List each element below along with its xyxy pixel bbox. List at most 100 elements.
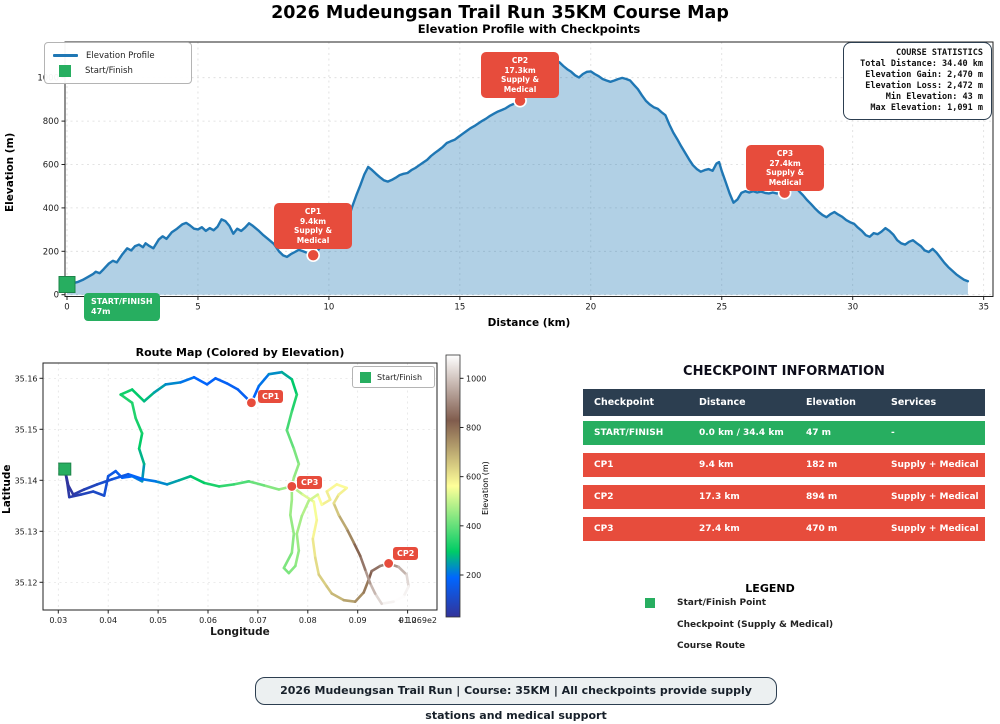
stats-line: Min Elevation: 43 m	[885, 92, 983, 102]
legend-item-checkpoint: Checkpoint (Supply & Medical)	[645, 618, 945, 632]
svg-text:0.09: 0.09	[349, 616, 367, 625]
svg-text:10: 10	[323, 303, 334, 313]
annotation-cp1: CP1 9.4km Supply & Medical	[274, 203, 352, 249]
cell-elevation: 470 m	[806, 524, 838, 534]
svg-text:35.16: 35.16	[15, 374, 38, 383]
legend-item-label: Course Route	[677, 641, 746, 651]
svg-text:5: 5	[195, 303, 200, 313]
legend-label: Start/Finish	[85, 65, 133, 76]
svg-text:400: 400	[43, 204, 59, 214]
cp-distance: 27.4km	[769, 158, 801, 168]
cp-services: Supply & Medical	[765, 168, 805, 187]
svg-text:35.15: 35.15	[15, 425, 38, 434]
cell-distance: 0.0 km / 34.4 km	[699, 428, 784, 438]
colorbar-label: Elevation (m)	[481, 461, 490, 515]
cell-services: Supply + Medical	[891, 524, 979, 534]
legend-panel-title: LEGEND	[745, 582, 795, 595]
route-xaxis-label: Longitude	[210, 626, 270, 638]
map-label-cp2: CP2	[393, 547, 419, 560]
axis-offset-text: +1.269e2	[397, 616, 437, 625]
col-header-services: Services	[891, 397, 937, 408]
stats-line: Elevation Gain: 2,470 m	[865, 70, 983, 80]
legend-entry-elevation-profile: Elevation Profile	[53, 48, 183, 63]
map-label-cp3: CP3	[297, 476, 323, 489]
stats-title: COURSE STATISTICS	[896, 48, 983, 58]
svg-text:0.05: 0.05	[149, 616, 167, 625]
stats-line: Elevation Loss: 2,472 m	[865, 81, 983, 91]
cp-services: Supply & Medical	[293, 226, 333, 245]
col-header-distance: Distance	[699, 397, 746, 408]
annotation-cp3: CP3 27.4km Supply & Medical	[746, 145, 824, 191]
legend-label: Elevation Profile	[86, 50, 155, 61]
checkpoint-table-title: CHECKPOINT INFORMATION	[683, 364, 885, 379]
svg-text:800: 800	[466, 423, 481, 432]
table-row: CP3 27.4 km 470 m Supply + Medical	[583, 517, 985, 541]
table-row: CP1 9.4 km 182 m Supply + Medical	[583, 453, 985, 477]
elevation-chart-title: Elevation Profile with Checkpoints	[417, 22, 641, 36]
start-finish-annotation: START/FINISH 47m	[84, 293, 160, 321]
table-row: CP2 17.3 km 894 m Supply + Medical	[583, 485, 985, 509]
col-header-checkpoint: Checkpoint	[594, 397, 655, 408]
legend-entry-start-finish: Start/Finish	[53, 63, 183, 78]
route-map-legend: Start/Finish	[352, 366, 435, 388]
table-header-row: Checkpoint Distance Elevation Services	[583, 389, 985, 416]
square-swatch-icon	[360, 371, 371, 383]
svg-text:400: 400	[466, 522, 481, 531]
legend-item-label: Start/Finish Point	[677, 598, 767, 608]
svg-text:200: 200	[43, 247, 59, 257]
svg-text:0.07: 0.07	[249, 616, 267, 625]
legend-label: Start/Finish	[377, 372, 423, 382]
elevation-legend: Elevation Profile Start/Finish	[44, 42, 192, 84]
cell-elevation: 182 m	[806, 460, 838, 470]
svg-text:0: 0	[64, 303, 69, 313]
elevation-yaxis-label: Elevation (m)	[4, 132, 16, 213]
square-swatch-icon	[645, 598, 655, 608]
svg-text:0: 0	[54, 291, 59, 301]
cell-checkpoint: START/FINISH	[594, 428, 664, 438]
cell-distance: 17.3 km	[699, 492, 740, 502]
svg-text:600: 600	[43, 161, 59, 171]
legend-item-start-finish: Start/Finish Point	[645, 596, 945, 610]
start-label: START/FINISH	[91, 297, 153, 306]
cell-elevation: 894 m	[806, 492, 838, 502]
cell-checkpoint: CP1	[594, 460, 614, 470]
cp-name: CP2	[511, 56, 529, 65]
cell-checkpoint: CP3	[594, 524, 614, 534]
cp-name: CP3	[776, 149, 794, 158]
svg-text:0.08: 0.08	[299, 616, 317, 625]
legend-item-course-route: Course Route	[645, 639, 945, 653]
svg-text:35.13: 35.13	[15, 527, 38, 536]
cell-services: -	[891, 428, 895, 438]
svg-text:0.04: 0.04	[99, 616, 117, 625]
cell-checkpoint: CP2	[594, 492, 614, 502]
square-swatch-icon	[59, 64, 71, 77]
legend-item-label: Checkpoint (Supply & Medical)	[677, 620, 834, 630]
cp-distance: 9.4km	[299, 216, 327, 226]
svg-text:30: 30	[847, 303, 858, 313]
route-map-title: Route Map (Colored by Elevation)	[135, 346, 345, 359]
stats-line: Total Distance: 34.40 km	[860, 59, 983, 69]
route-yaxis-label: Latitude	[1, 464, 13, 515]
svg-text:0.03: 0.03	[49, 616, 67, 625]
svg-text:0.06: 0.06	[199, 616, 217, 625]
svg-text:35.12: 35.12	[15, 578, 38, 587]
line-swatch-icon	[53, 54, 78, 57]
annotation-cp2: CP2 17.3km Supply & Medical	[481, 52, 559, 98]
svg-text:0.10: 0.10	[399, 616, 417, 625]
stats-line: Max Elevation: 1,091 m	[870, 103, 983, 113]
svg-text:1000: 1000	[466, 374, 486, 383]
cp-distance: 17.3km	[504, 65, 536, 75]
svg-text:35.14: 35.14	[15, 476, 38, 485]
svg-text:20: 20	[585, 303, 596, 313]
cell-services: Supply + Medical	[891, 492, 979, 502]
svg-text:35: 35	[978, 303, 989, 313]
course-statistics-box: COURSE STATISTICS Total Distance: 34.40 …	[843, 42, 992, 120]
svg-text:15: 15	[454, 303, 465, 313]
cell-elevation: 47 m	[806, 428, 832, 438]
start-elevation: 47m	[91, 307, 111, 316]
svg-text:800: 800	[43, 117, 59, 127]
elevation-xaxis-label: Distance (km)	[487, 317, 571, 329]
svg-text:600: 600	[466, 473, 481, 482]
